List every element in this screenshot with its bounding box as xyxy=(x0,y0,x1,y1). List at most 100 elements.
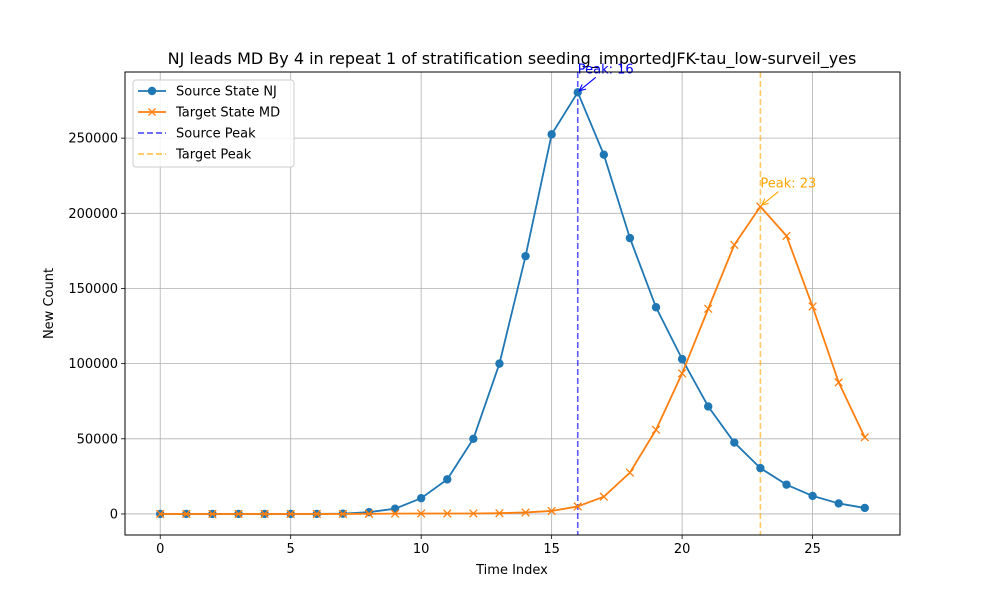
data-point xyxy=(782,480,791,489)
chart-title: NJ leads MD By 4 in repeat 1 of stratifi… xyxy=(168,49,857,69)
legend: Source State NJ Target State MD Source Pea… xyxy=(132,79,295,168)
annotation-arrowhead xyxy=(578,84,587,92)
legend-entry: Source State NJ xyxy=(138,85,277,100)
data-point xyxy=(521,251,530,261)
data-point xyxy=(599,492,609,501)
y-tick-label: 150000 xyxy=(68,282,118,297)
y-tick-label: 100000 xyxy=(68,357,118,372)
legend-box xyxy=(132,79,295,168)
data-point xyxy=(312,509,322,519)
data-point-stroke xyxy=(234,509,243,519)
data-point xyxy=(756,463,765,473)
data-point-stroke xyxy=(599,492,609,501)
data-point xyxy=(443,475,452,484)
data-point xyxy=(625,468,635,477)
plot-frame xyxy=(124,71,901,536)
legend-entry: Target State MD xyxy=(138,106,280,121)
x-tick-label: 20 xyxy=(674,542,691,557)
data-point-stroke xyxy=(625,468,635,477)
data-point xyxy=(651,425,661,435)
annotation-arrowhead xyxy=(760,198,769,206)
data-point-stroke xyxy=(651,425,661,435)
data-point xyxy=(625,233,635,243)
data-point-stroke xyxy=(208,509,217,519)
legend-marker xyxy=(147,86,157,96)
y-tick-label: 50000 xyxy=(77,432,118,447)
data-point xyxy=(677,354,687,364)
data-point xyxy=(834,378,843,387)
legend-label: Target State MD xyxy=(175,106,280,121)
data-point xyxy=(677,369,687,378)
data-point xyxy=(338,509,348,519)
data-point xyxy=(469,509,478,518)
tick-layer: 0 5 10 15 20 25 0 50000 100000 150000 200000 250000 xyxy=(68,132,820,557)
data-point xyxy=(651,303,661,312)
data-point xyxy=(860,503,869,513)
y-tick-label: 200000 xyxy=(68,207,118,222)
data-point xyxy=(495,359,504,368)
data-point xyxy=(704,402,713,411)
data-point xyxy=(416,509,426,518)
data-point-stroke xyxy=(416,509,426,518)
data-point xyxy=(260,509,269,519)
data-point-stroke xyxy=(834,378,843,387)
data-point-stroke xyxy=(860,433,870,442)
data-point xyxy=(286,509,295,519)
data-point xyxy=(364,507,374,517)
data-point xyxy=(208,509,217,519)
data-point xyxy=(155,509,165,519)
x-tick-label: 25 xyxy=(804,542,821,557)
x-tick-label: 5 xyxy=(287,542,295,557)
legend-label: Target Peak xyxy=(175,148,252,163)
data-point-stroke xyxy=(390,509,400,518)
peak-lines-layer xyxy=(576,72,762,535)
x-tick-label: 0 xyxy=(156,542,164,557)
data-point-stroke xyxy=(547,506,556,516)
data-point xyxy=(443,509,452,518)
data-point xyxy=(703,304,713,314)
data-point xyxy=(390,509,400,518)
data-point xyxy=(573,502,582,511)
data-point xyxy=(730,240,739,250)
data-point-stroke xyxy=(521,508,530,517)
data-point-stroke xyxy=(469,509,478,518)
data-point xyxy=(234,509,243,519)
legend-label: Source Peak xyxy=(176,127,256,142)
grid-layer xyxy=(125,72,900,535)
data-point-stroke xyxy=(364,509,374,519)
annotation-layer: Peak: 16 Peak: 23 xyxy=(578,62,816,206)
data-point-stroke xyxy=(312,509,322,519)
data-point xyxy=(469,434,478,443)
x-tick-label: 15 xyxy=(543,542,560,557)
legend-marker xyxy=(148,108,156,116)
x-tick-label: 10 xyxy=(413,542,430,557)
peak-annotation-label: Peak: 16 xyxy=(578,62,634,77)
data-point-stroke xyxy=(182,509,191,519)
series-layer xyxy=(155,88,870,519)
data-point-stroke xyxy=(495,508,504,518)
data-point xyxy=(521,508,530,517)
legend-entry: Target Peak xyxy=(138,148,252,163)
y-axis-title: New Count xyxy=(42,268,57,339)
data-point xyxy=(547,130,556,139)
data-point xyxy=(834,499,843,508)
data-point-stroke xyxy=(338,509,348,519)
data-point xyxy=(547,506,556,516)
data-point xyxy=(416,493,426,503)
y-tick-label: 250000 xyxy=(68,132,118,147)
data-point xyxy=(782,231,791,241)
data-point xyxy=(495,508,504,518)
data-point-stroke xyxy=(703,304,713,314)
data-point xyxy=(730,438,739,447)
data-point xyxy=(599,150,609,159)
data-point-stroke xyxy=(286,509,295,519)
data-point-stroke xyxy=(730,240,739,250)
data-point xyxy=(860,433,870,442)
x-axis-title: Time Index xyxy=(475,563,548,578)
legend-label: Source State NJ xyxy=(176,85,277,100)
data-point-stroke xyxy=(443,509,452,518)
legend-entry: Source Peak xyxy=(138,127,256,142)
data-point-stroke xyxy=(677,369,687,378)
